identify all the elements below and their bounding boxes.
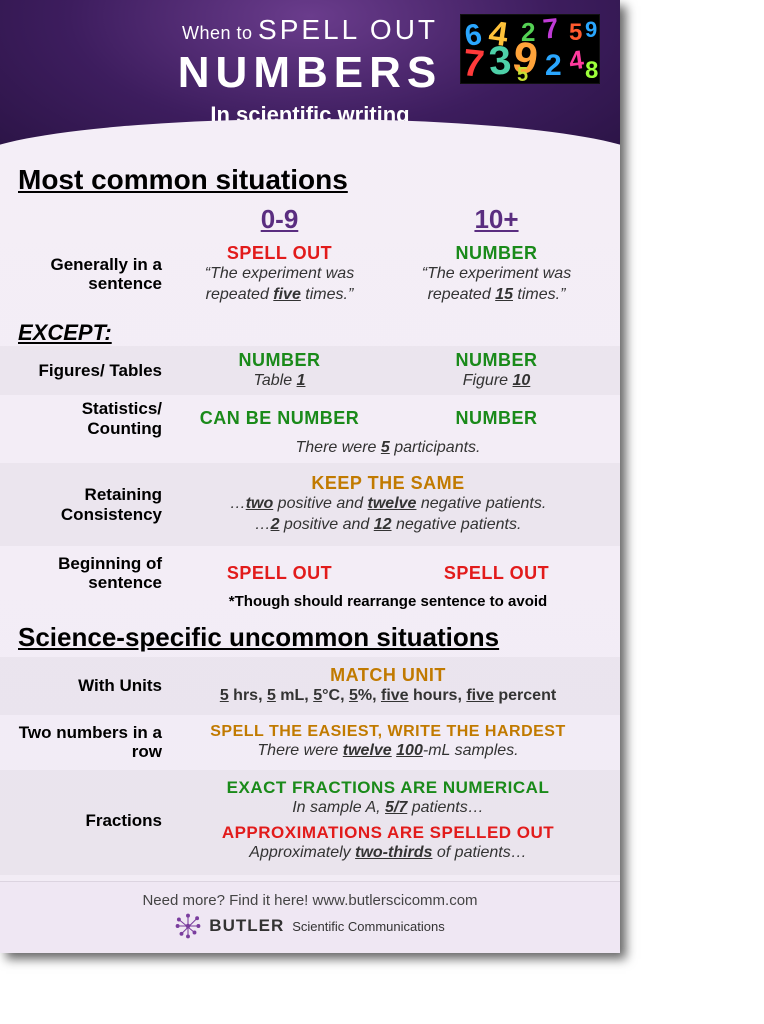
row-general-right-example: “The experiment was repeated 15 times.” [391,264,602,306]
row-stats-example: There were 5 participants. [174,438,602,459]
section-a-title: Most common situations [0,162,620,200]
numbers-graphic: 6427 5973 92485 [460,14,600,84]
row-general-label: Generally in a sentence [18,255,168,294]
row-figures-right-rule: NUMBER [391,350,602,371]
row-stats-label: Statistics/ Counting [18,399,168,438]
row-beginning-left-rule: SPELL OUT [174,563,385,584]
row-stats: Statistics/ Counting CAN BE NUMBER NUMBE… [0,395,620,463]
brand-subtitle: Scientific Communications [292,919,444,934]
row-general-left-example: “The experiment was repeated five times.… [174,264,385,306]
row-units: With Units MATCH UNIT 5 hrs, 5 mL, 5°C, … [0,657,620,715]
row-units-label: With Units [18,676,168,696]
row-beginning: Beginning of sentence SPELL OUT SPELL OU… [0,546,620,620]
infographic-page: 6427 5973 92485 When to SPELL OUT NUMBER… [0,0,620,953]
brand-logo-icon [175,913,201,939]
row-two-example: There were twelve 100-mL samples. [174,741,602,762]
col-right: 10+ [391,204,602,235]
row-consistency-label: Retaining Consistency [18,485,168,524]
section-b-title: Science-specific uncommon situations [0,620,620,657]
row-consistency-ex1: …two positive and twelve negative patien… [174,494,602,515]
row-units-rule: MATCH UNIT [174,665,602,686]
footer: Need more? Find it here! www.butlerscico… [0,881,620,953]
row-fractions: Fractions EXACT FRACTIONS ARE NUMERICAL … [0,770,620,876]
row-general-left-rule: SPELL OUT [174,243,385,264]
row-fractions-ex1: In sample A, 5/7 patients… [174,798,602,819]
brand: BUTLER Scientific Communications [10,913,610,939]
row-consistency-ex2: …2 positive and 12 negative patients. [174,515,602,536]
row-stats-right-rule: NUMBER [391,408,602,429]
row-two-numbers: Two numbers in a row SPELL THE EASIEST, … [0,715,620,770]
col-left: 0-9 [174,204,385,235]
row-two-label: Two numbers in a row [18,723,168,762]
header: 6427 5973 92485 When to SPELL OUT NUMBER… [0,0,620,162]
header-line1-big: SPELL OUT [258,14,438,45]
row-fractions-rule1: EXACT FRACTIONS ARE NUMERICAL [174,778,602,798]
row-figures-left-rule: NUMBER [174,350,385,371]
row-beginning-label: Beginning of sentence [18,554,168,593]
footer-text: Need more? Find it here! www.butlerscico… [10,892,610,909]
row-consistency-rule: KEEP THE SAME [174,473,602,494]
row-general-right-rule: NUMBER [391,243,602,264]
row-fractions-label: Fractions [18,811,168,831]
row-two-rule: SPELL THE EASIEST, WRITE THE HARDEST [174,723,602,741]
brand-name: BUTLER [209,916,284,936]
row-units-example: 5 hrs, 5 mL, 5°C, 5%, five hours, five p… [174,686,602,707]
row-fractions-rule2: APPROXIMATIONS ARE SPELLED OUT [174,823,602,843]
column-headers: 0-9 10+ [0,200,620,239]
row-beginning-right-rule: SPELL OUT [391,563,602,584]
row-figures-label: Figures/ Tables [18,361,168,381]
row-general: Generally in a sentence SPELL OUT “The e… [0,239,620,316]
row-fractions-ex2: Approximately two-thirds of patients… [174,843,602,864]
row-stats-left-rule: CAN BE NUMBER [174,408,385,429]
row-beginning-note: *Though should rearrange sentence to avo… [174,593,602,610]
except-label: EXCEPT: [0,316,620,346]
row-figures: Figures/ Tables NUMBER Table 1 NUMBER Fi… [0,346,620,396]
header-line1-small: When to [182,23,253,43]
row-consistency: Retaining Consistency KEEP THE SAME …two… [0,463,620,546]
